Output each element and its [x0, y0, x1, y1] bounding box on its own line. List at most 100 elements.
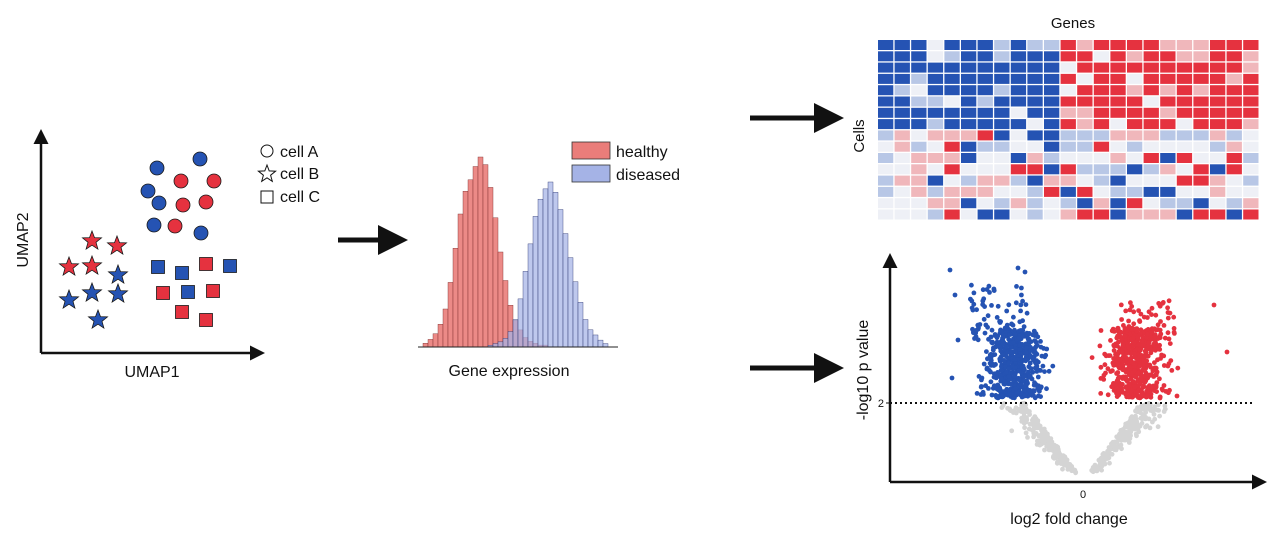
heatmap-cell [1176, 85, 1193, 96]
heatmap-cell [878, 119, 894, 130]
heatmap-cell [927, 130, 944, 141]
volcano-point [1105, 366, 1111, 372]
volcano-point [1135, 370, 1141, 376]
heatmap-cell [1093, 186, 1110, 197]
heatmap-cell [961, 85, 977, 96]
heatmap-cell [1160, 209, 1176, 220]
heatmap-cell [1226, 107, 1242, 118]
volcano-point [1025, 435, 1030, 440]
volcano-point [1115, 439, 1120, 444]
umap-y-label: UMAP2 [15, 212, 32, 267]
heatmap-cell [911, 198, 927, 209]
heatmap-cell [1176, 62, 1193, 73]
volcano-point [1008, 381, 1014, 387]
volcano-point [1142, 348, 1148, 354]
heatmap-cell [911, 186, 927, 197]
volcano-point [1128, 376, 1134, 382]
umap-x-label: UMAP1 [124, 364, 179, 381]
volcano-panel: 2 0 log2 fold change -log10 p value [855, 253, 1267, 528]
heatmap-cell [994, 164, 1010, 175]
volcano-point [1124, 356, 1130, 362]
heatmap-cell [1044, 85, 1060, 96]
volcano-point [1150, 383, 1156, 389]
heatmap-cell [1210, 209, 1226, 220]
volcano-point [1171, 314, 1177, 320]
volcano-point [1102, 351, 1108, 357]
volcano-point [1140, 343, 1146, 348]
heatmap-cell [1193, 130, 1209, 141]
volcano-point [1015, 265, 1021, 271]
volcano-point [1149, 305, 1155, 311]
heatmap-cell [1210, 175, 1226, 186]
volcano-point [1040, 363, 1046, 369]
diseased-bar [512, 319, 519, 348]
heatmap-cell [1127, 164, 1143, 175]
cell-c-square [151, 260, 165, 274]
heatmap-cell [944, 119, 960, 130]
heatmap-cell [1077, 85, 1093, 96]
heatmap-cell [1176, 130, 1193, 141]
heatmap-cell [1176, 164, 1193, 175]
heatmap-cell [1010, 130, 1027, 141]
heatmap-cell [1143, 51, 1159, 62]
heatmap-cell [1077, 198, 1093, 209]
volcano-point [1167, 310, 1173, 316]
heatmap-cell [1110, 85, 1126, 96]
heatmap-cell [1160, 130, 1176, 141]
heatmap-cell [1093, 175, 1110, 186]
volcano-point [1128, 418, 1133, 424]
healthy-bar [432, 333, 439, 348]
volcano-point [1132, 354, 1137, 360]
volcano-point [1037, 434, 1042, 439]
heatmap-cell [1010, 96, 1027, 107]
heatmap-cell [1160, 119, 1176, 130]
heatmap-cell [1143, 73, 1159, 84]
heatmap-cell [1027, 164, 1043, 175]
volcano-point [1026, 426, 1032, 432]
heatmap-cell [1193, 175, 1209, 186]
cell-b-star [81, 281, 103, 303]
histogram-panel: Gene expression healthy diseased [418, 141, 680, 380]
volcano-point [999, 393, 1005, 399]
volcano-point [987, 352, 993, 358]
heatmap-cell [1193, 62, 1209, 73]
volcano-point [1150, 408, 1155, 414]
volcano-point [1143, 424, 1148, 430]
healthy-bar [467, 179, 474, 348]
volcano-point [1006, 360, 1012, 366]
volcano-point [1116, 327, 1121, 333]
heatmap-cell [1243, 130, 1259, 141]
volcano-point [1012, 349, 1018, 355]
heatmap-cell [1127, 119, 1143, 130]
volcano-point [1040, 434, 1046, 439]
heatmap-cell [927, 209, 944, 220]
heatmap-cell [1127, 85, 1143, 96]
volcano-point [1006, 387, 1012, 393]
volcano-point [1116, 350, 1121, 356]
cell-a-circle [149, 160, 165, 176]
volcano-point [1035, 438, 1040, 444]
heatmap-cell [961, 186, 977, 197]
healthy-bar [447, 282, 454, 348]
heatmap-cell [927, 51, 944, 62]
volcano-point [1009, 321, 1014, 327]
volcano-point [1128, 300, 1133, 306]
heatmap-cell [1027, 198, 1043, 209]
volcano-point [996, 340, 1002, 345]
volcano-point [1224, 349, 1230, 355]
heatmap-cell [1193, 209, 1209, 220]
heatmap-cell [911, 141, 927, 152]
volcano-point [1052, 442, 1057, 448]
volcano-point [1030, 369, 1036, 375]
volcano-point [1141, 359, 1146, 365]
heatmap-cell [878, 107, 894, 118]
volcano-point [1089, 355, 1095, 360]
volcano-point [1026, 331, 1032, 336]
heatmap-cell [1143, 141, 1159, 152]
heatmap-cell [1243, 153, 1259, 163]
volcano-point [1119, 317, 1124, 322]
heatmap-cell [944, 40, 960, 50]
heatmap-cell [994, 96, 1010, 107]
heatmap-cell [961, 141, 977, 152]
cell-a-circle [198, 194, 214, 210]
